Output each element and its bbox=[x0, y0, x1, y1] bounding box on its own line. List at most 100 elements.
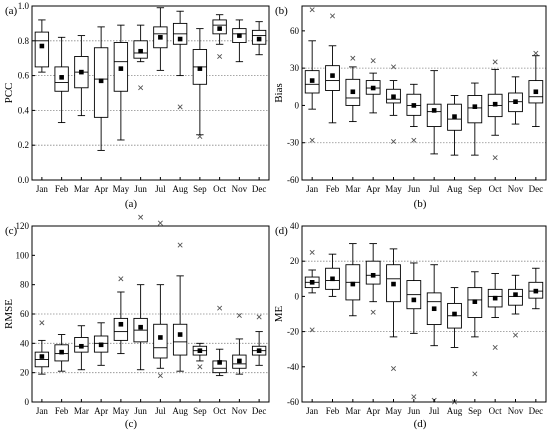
x-tick-label: Jun bbox=[408, 184, 421, 194]
panel-pcc: (a) 0.0 0.2 0.4 0.6 0.8 1.0 PCC Jan Feb Mar Apr May J… bbox=[3, 1, 270, 210]
mean-marker bbox=[217, 360, 222, 365]
panel-caption: (c) bbox=[125, 418, 138, 430]
mean-marker bbox=[158, 335, 163, 340]
iqr-box bbox=[153, 323, 168, 359]
box-may bbox=[386, 248, 401, 372]
outlier-marker bbox=[138, 85, 144, 91]
x-tick-label: Jun bbox=[134, 184, 147, 194]
box-feb bbox=[325, 253, 340, 297]
x-tick-label: Jul bbox=[429, 184, 440, 194]
mean-marker bbox=[350, 281, 356, 287]
outlier-marker bbox=[492, 344, 498, 350]
y-tick-label: 0.6 bbox=[18, 71, 30, 81]
mean-marker bbox=[118, 321, 124, 327]
box-may bbox=[113, 24, 129, 141]
x-tick-label: Nov bbox=[508, 184, 524, 194]
box-aug bbox=[172, 242, 188, 372]
y-tick-label: 1.0 bbox=[18, 1, 30, 11]
mean-marker bbox=[256, 36, 262, 42]
mean-marker bbox=[370, 85, 376, 91]
iqr-box bbox=[113, 317, 129, 341]
x-tick-label: Apr bbox=[366, 184, 380, 194]
outlier-marker bbox=[217, 53, 223, 59]
outlier-marker bbox=[256, 314, 262, 320]
outlier-marker bbox=[309, 7, 315, 13]
x-tick-label: Oct bbox=[489, 184, 502, 194]
mean-marker bbox=[309, 78, 315, 83]
mean-marker bbox=[452, 114, 457, 119]
x-tick-label: Nov bbox=[508, 406, 524, 416]
x-tick-label: Sep bbox=[193, 406, 207, 416]
y-tick-label: -60 bbox=[287, 397, 299, 407]
y-tick-label: 80 bbox=[20, 280, 30, 290]
x-tick-label: Oct bbox=[489, 406, 502, 416]
x-tick-label: Sep bbox=[468, 406, 482, 416]
y-axis-label: ME bbox=[273, 305, 285, 322]
outlier-marker bbox=[390, 138, 397, 144]
x-tick-label: Jul bbox=[155, 406, 166, 416]
y-tick-label: 100 bbox=[16, 250, 30, 260]
outlier-marker bbox=[533, 50, 539, 56]
outlier-marker bbox=[197, 364, 203, 370]
box-apr bbox=[365, 243, 381, 315]
mean-marker bbox=[492, 101, 498, 107]
x-tick-label: Oct bbox=[213, 184, 226, 194]
iqr-box bbox=[325, 65, 340, 91]
mean-marker bbox=[197, 66, 203, 71]
x-tick-label: May bbox=[113, 184, 130, 194]
x-tick-label: Oct bbox=[213, 406, 226, 416]
y-tick-label: 120 bbox=[16, 221, 30, 231]
outlier-marker bbox=[177, 104, 183, 110]
box-feb bbox=[54, 334, 69, 372]
mean-marker bbox=[431, 306, 437, 312]
box-jan bbox=[34, 19, 50, 73]
panel-me: (d) -60 -40 -20 0 20 40 ME Jan Feb Mar Apr May Jun Jul… bbox=[273, 221, 547, 430]
panel-caption: (a) bbox=[125, 198, 138, 210]
x-tick-label: May bbox=[385, 184, 402, 194]
box-jun bbox=[133, 24, 148, 91]
iqr-box bbox=[508, 288, 523, 306]
outlier-marker bbox=[411, 137, 417, 143]
outlier-marker bbox=[309, 249, 315, 255]
panel-rmse: (c) 0 20 40 60 80 100 120 RMSE Jan Feb Mar Apr May Jun… bbox=[3, 214, 270, 430]
x-tick-label: Mar bbox=[345, 406, 360, 416]
outlier-marker bbox=[492, 59, 498, 65]
mean-marker bbox=[391, 281, 396, 287]
panel-tag: (c) bbox=[5, 225, 18, 237]
y-tick-label: 0 bbox=[25, 397, 30, 407]
mean-marker bbox=[39, 43, 45, 49]
mean-marker bbox=[411, 297, 417, 303]
y-tick-label: 40 bbox=[20, 338, 30, 348]
box-mar bbox=[345, 55, 361, 123]
y-tick-label: 20 bbox=[290, 256, 300, 266]
iqr-box bbox=[365, 260, 381, 285]
x-tick-label: Dec bbox=[529, 184, 544, 194]
x-tick-label: Aug bbox=[172, 406, 188, 416]
box-apr bbox=[365, 58, 381, 114]
x-tick-label: Nov bbox=[232, 184, 248, 194]
outlier-marker bbox=[492, 155, 498, 161]
x-tick-label: Sep bbox=[193, 184, 207, 194]
mean-marker bbox=[39, 354, 45, 359]
box-jan bbox=[304, 7, 320, 143]
mean-marker bbox=[237, 358, 242, 364]
x-tick-label: Sep bbox=[468, 184, 482, 194]
outlier-marker bbox=[118, 276, 124, 282]
plot-frame bbox=[301, 225, 547, 403]
x-tick-label: Feb bbox=[55, 184, 69, 194]
outlier-marker bbox=[329, 13, 336, 19]
mean-marker bbox=[391, 94, 396, 100]
mean-marker bbox=[59, 349, 64, 355]
x-tick-label: Apr bbox=[94, 184, 108, 194]
mean-marker bbox=[158, 35, 163, 40]
outlier-marker bbox=[39, 320, 45, 326]
mean-marker bbox=[177, 36, 183, 42]
outlier-marker bbox=[309, 327, 315, 333]
plot-frame bbox=[301, 5, 547, 181]
mean-marker bbox=[79, 69, 84, 75]
box-sep bbox=[192, 342, 208, 370]
x-tick-label: Jun bbox=[408, 406, 421, 416]
y-tick-label: -40 bbox=[287, 362, 299, 372]
y-tick-label: 40 bbox=[290, 221, 300, 231]
